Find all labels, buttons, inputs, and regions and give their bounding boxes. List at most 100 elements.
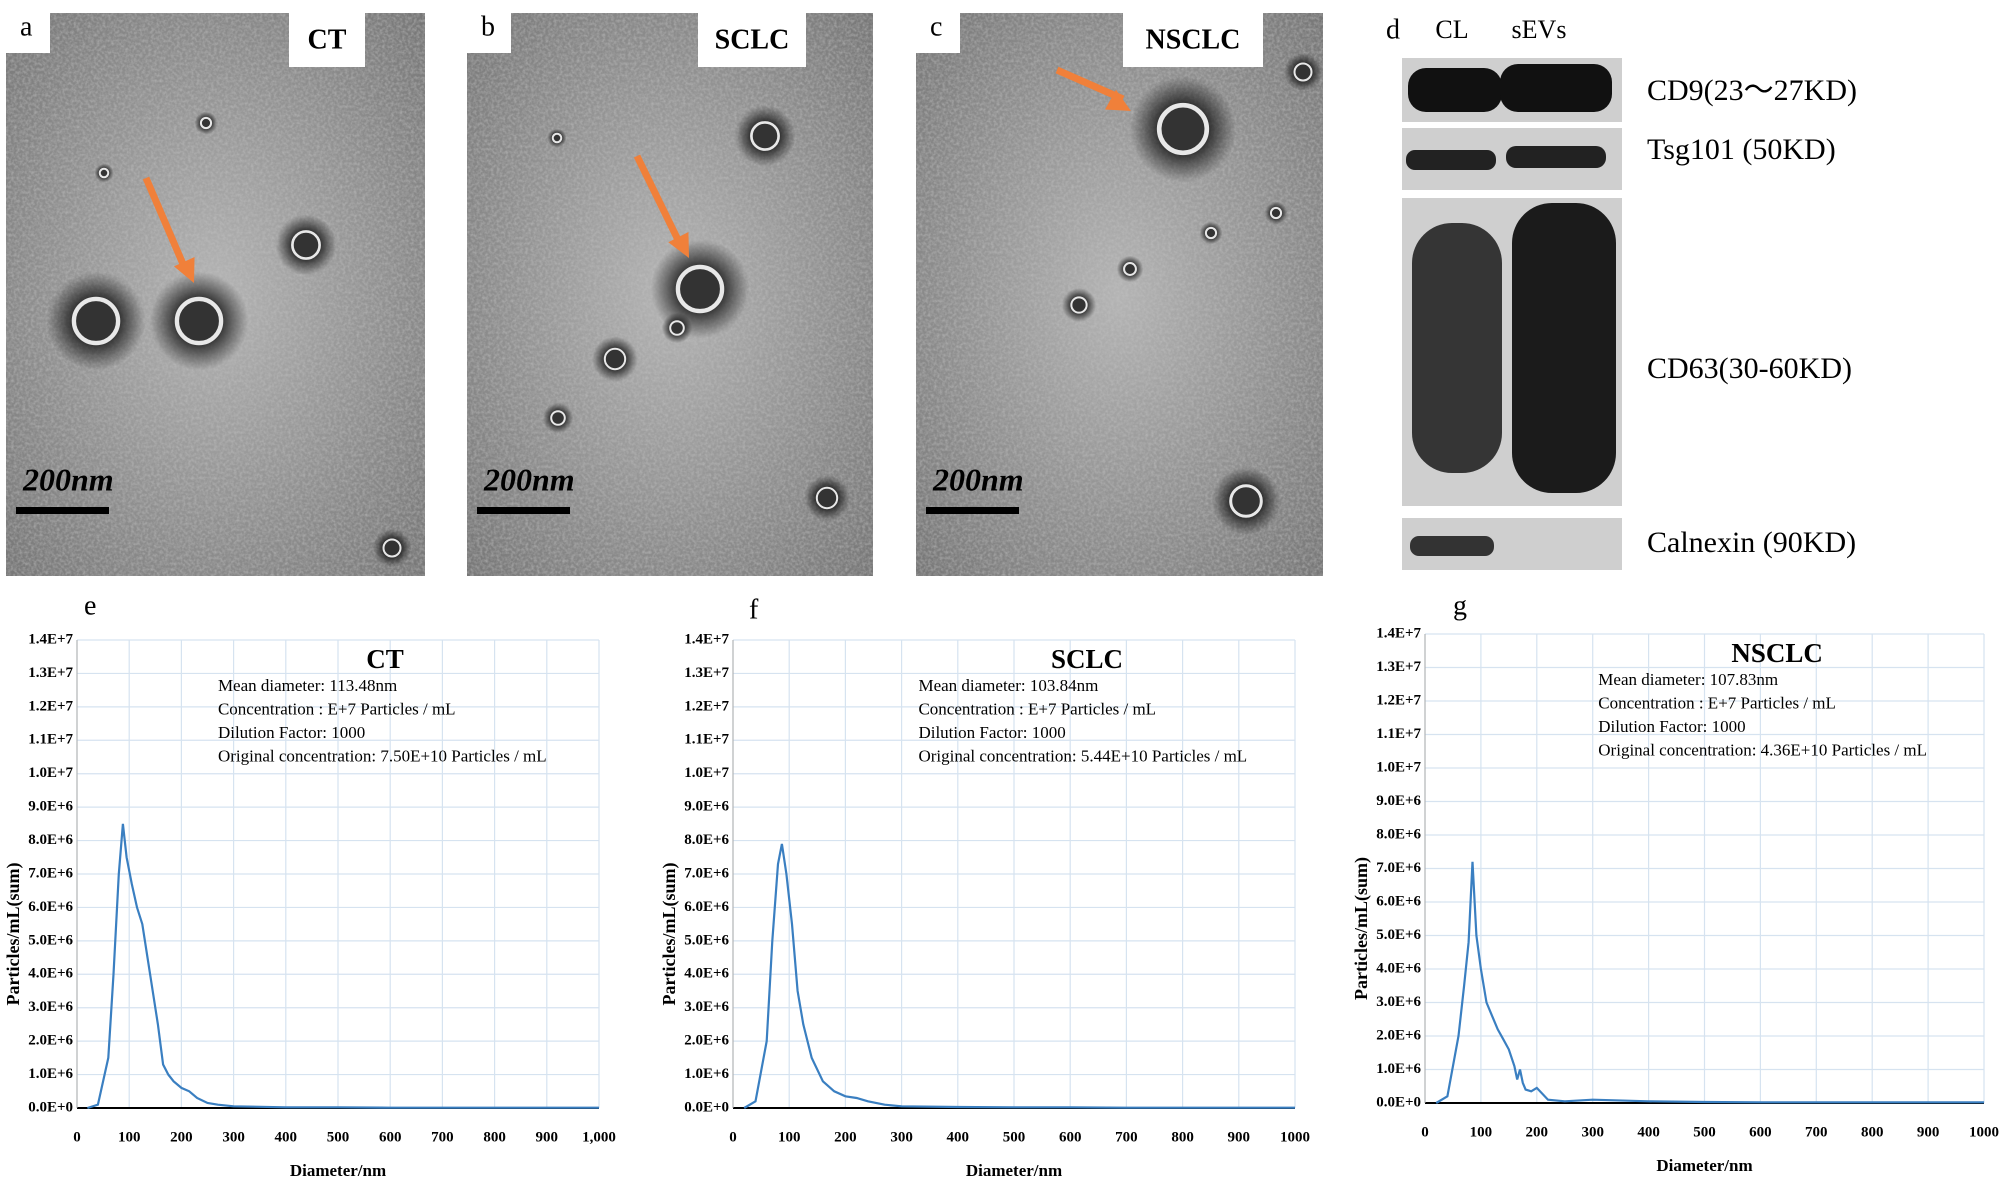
band [1408,68,1502,112]
vesicle [675,264,725,314]
annotation: Original concentration: 7.50E+10 Particl… [218,746,547,765]
y-tick-label: 7.0E+6 [1376,860,1421,876]
panel-label: d [1386,14,1400,45]
vesicle [1070,296,1088,314]
vesicle [174,296,224,346]
data-line [1435,861,1984,1104]
band [1506,146,1606,168]
x-tick-label: 800 [483,1129,506,1145]
x-tick-label: 700 [1115,1129,1138,1145]
annotation: Original concentration: 4.36E+10 Particl… [1598,740,1927,759]
band-label: CD9(23～27KD) [1647,74,1857,107]
x-tick-label: 300 [222,1129,245,1145]
vesicle [815,486,839,510]
x-tick-label: 400 [947,1129,970,1145]
y-tick-label: 1.0E+6 [1376,1061,1421,1077]
y-tick-label: 2.0E+6 [1376,1027,1421,1043]
arrow-head [1105,89,1131,111]
y-tick-label: 0.0E+0 [684,1099,729,1115]
x-tick-label: 700 [431,1129,454,1145]
scale-label: 200nm [22,461,114,497]
x-tick-label: 500 [1693,1124,1716,1140]
x-tick-label: 900 [1228,1129,1251,1145]
vesicle [603,347,627,371]
x-tick-label: 1000 [1280,1129,1310,1145]
band [1406,150,1496,170]
y-tick-label: 1.2E+7 [28,698,73,714]
y-tick-label: 8.0E+6 [28,832,73,848]
y-axis-label: Particles/mL(sum) [3,863,24,1006]
chart-title: CT [366,644,404,674]
scale-label: 200nm [932,461,1024,497]
panel-label: g [1453,590,1467,621]
y-tick-label: 1.4E+7 [684,631,729,647]
panel-label: e [84,590,96,621]
x-tick-label: 100 [778,1129,801,1145]
x-tick-label: 800 [1171,1129,1194,1145]
group-label: SCLC [715,24,790,55]
x-tick-label: 0 [729,1129,737,1145]
x-tick-label: 300 [1581,1124,1604,1140]
y-tick-label: 1.0E+7 [684,765,729,781]
y-tick-label: 1.3E+7 [28,665,73,681]
y-tick-label: 1.2E+7 [684,698,729,714]
annotation: Concentration : E+7 Particles / mL [918,699,1156,718]
lane-label: CL [1435,15,1468,44]
y-tick-label: 3.0E+6 [1376,994,1421,1010]
group-label: NSCLC [1146,24,1241,55]
y-tick-label: 8.0E+6 [1376,826,1421,842]
scale-bar [477,507,570,514]
y-tick-label: 2.0E+6 [28,1033,73,1049]
vesicle [382,538,402,558]
annotation: Dilution Factor: 1000 [918,723,1065,742]
y-tick-label: 3.0E+6 [684,999,729,1015]
panel-label: a [20,11,33,42]
arrow-head [173,257,195,283]
x-tick-label: 200 [1526,1124,1549,1140]
arrow [142,176,190,273]
x-tick-label: 600 [1749,1124,1772,1140]
x-tick-label: 500 [1003,1129,1026,1145]
y-tick-label: 6.0E+6 [1376,893,1421,909]
x-tick-label: 900 [1917,1124,1940,1140]
y-tick-label: 9.0E+6 [1376,793,1421,809]
vesicle [1269,206,1283,220]
vesicle [1293,62,1313,82]
y-tick-label: 6.0E+6 [684,899,729,915]
data-line [87,823,599,1110]
band [1412,223,1502,473]
y-tick-label: 1.3E+7 [1376,659,1421,675]
x-tick-label: 200 [834,1129,857,1145]
y-tick-label: 4.0E+6 [28,966,73,982]
y-tick-label: 1.0E+7 [1376,759,1421,775]
x-tick-label: 400 [1637,1124,1660,1140]
vesicle [71,296,121,346]
x-tick-label: 600 [379,1129,402,1145]
vesicle [551,132,563,144]
lane-label: sEVs [1512,15,1567,44]
y-tick-label: 5.0E+6 [28,932,73,948]
x-tick-label: 700 [1805,1124,1828,1140]
y-tick-label: 0.0E+0 [28,1099,73,1115]
panel-label-box [6,13,50,53]
arrow [1055,66,1125,103]
band [1512,203,1616,493]
y-tick-label: 9.0E+6 [28,799,73,815]
y-tick-label: 1.0E+7 [28,765,73,781]
x-tick-label: 900 [536,1129,559,1145]
y-tick-label: 9.0E+6 [684,799,729,815]
y-tick-label: 5.0E+6 [1376,927,1421,943]
y-tick-label: 7.0E+6 [684,865,729,881]
y-axis-label: Particles/mL(sum) [1351,857,1372,1000]
x-axis-label: Diameter/nm [966,1161,1062,1180]
chart-title: NSCLC [1731,638,1823,668]
y-tick-label: 1.0E+6 [28,1066,73,1082]
y-tick-label: 1.1E+7 [1376,726,1421,742]
scale-label: 200nm [483,461,575,497]
band [1410,536,1494,556]
band-label: Calnexin (90KD) [1647,526,1856,559]
y-tick-label: 3.0E+6 [28,999,73,1015]
annotation: Concentration : E+7 Particles / mL [218,699,456,718]
group-label: CT [308,24,347,55]
